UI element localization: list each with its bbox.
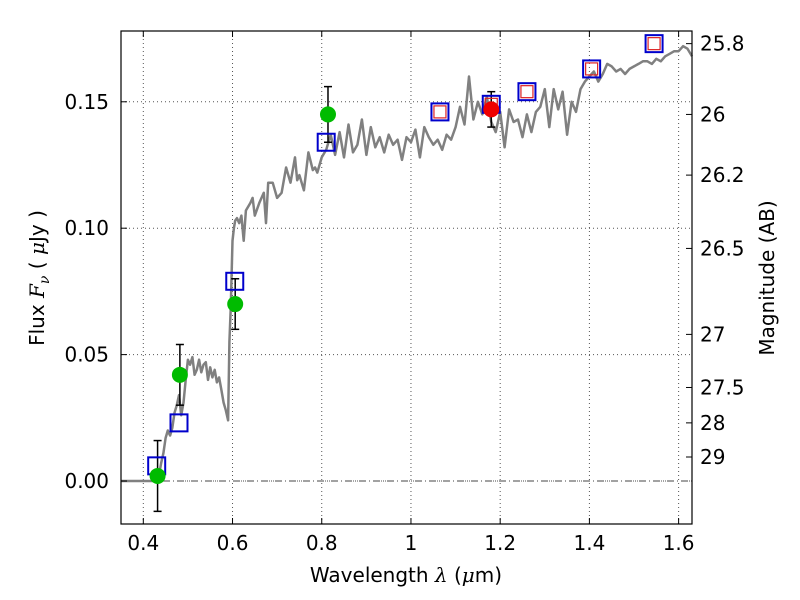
model-photometry-square [644,34,664,54]
y-tick-label: 0.05 [64,343,109,367]
magnitude-axis-title: Magnitude (AB) [755,200,779,355]
photometry-point [149,467,166,484]
x-tick-label: 1.4 [573,531,605,555]
magnitude-tick-label: 26 [700,102,725,126]
model-photometry-square [316,132,336,152]
photometry-point [227,296,244,313]
y-tick-label: 0.10 [64,216,109,240]
model-photometry-inner-square [520,85,534,99]
model-photometry-square [582,59,602,79]
x-tick-label: 1.6 [663,531,695,555]
model-photometry-square [169,413,189,433]
magnitude-tick-label: 29 [700,445,725,469]
axis-ticks [121,31,692,524]
x-tick-label: 1.2 [484,531,516,555]
plot-frame [120,30,693,525]
observed-photometry-markers [149,101,500,484]
model-photometry-inner-square [585,62,599,76]
magnitude-tick-labels: 25.8 26 26.2 26.5 27 27.5 28 29 [700,32,745,469]
x-tick-label: 0.6 [217,531,249,555]
y-axis-title: Flux Fν ( μJy ) [25,210,53,346]
magnitude-tick-label: 27.5 [700,375,745,399]
y-tick-label: 0.15 [64,90,109,114]
x-tick-labels: 0.4 0.6 0.8 1 1.2 1.4 1.6 [127,531,694,555]
model-photometry-square [225,271,245,291]
y-tick-labels: 0.00 0.05 0.10 0.15 [64,90,109,493]
y-tick-label: 0.00 [64,469,109,493]
photometry-point [319,106,336,123]
x-tick-label: 0.4 [127,531,159,555]
magnitude-tick-label: 28 [700,411,725,435]
model-photometry-square [430,102,450,122]
highlighted-photometry-point [483,101,500,118]
model-photometry-inner-square [647,37,661,51]
model-photometry-inner-square [433,105,447,119]
magnitude-tick-label: 25.8 [700,32,745,56]
magnitude-tick-label: 26.2 [700,163,745,187]
model-photometry-square [517,82,537,102]
magnitude-tick-label: 27 [700,322,725,346]
x-tick-label: 0.8 [306,531,338,555]
x-tick-label: 1 [405,531,418,555]
photometry-point [171,366,188,383]
x-axis-title: Wavelength λ (μm) [310,563,502,587]
magnitude-tick-label: 26.5 [700,236,745,260]
model-spectrum-line [121,44,694,483]
